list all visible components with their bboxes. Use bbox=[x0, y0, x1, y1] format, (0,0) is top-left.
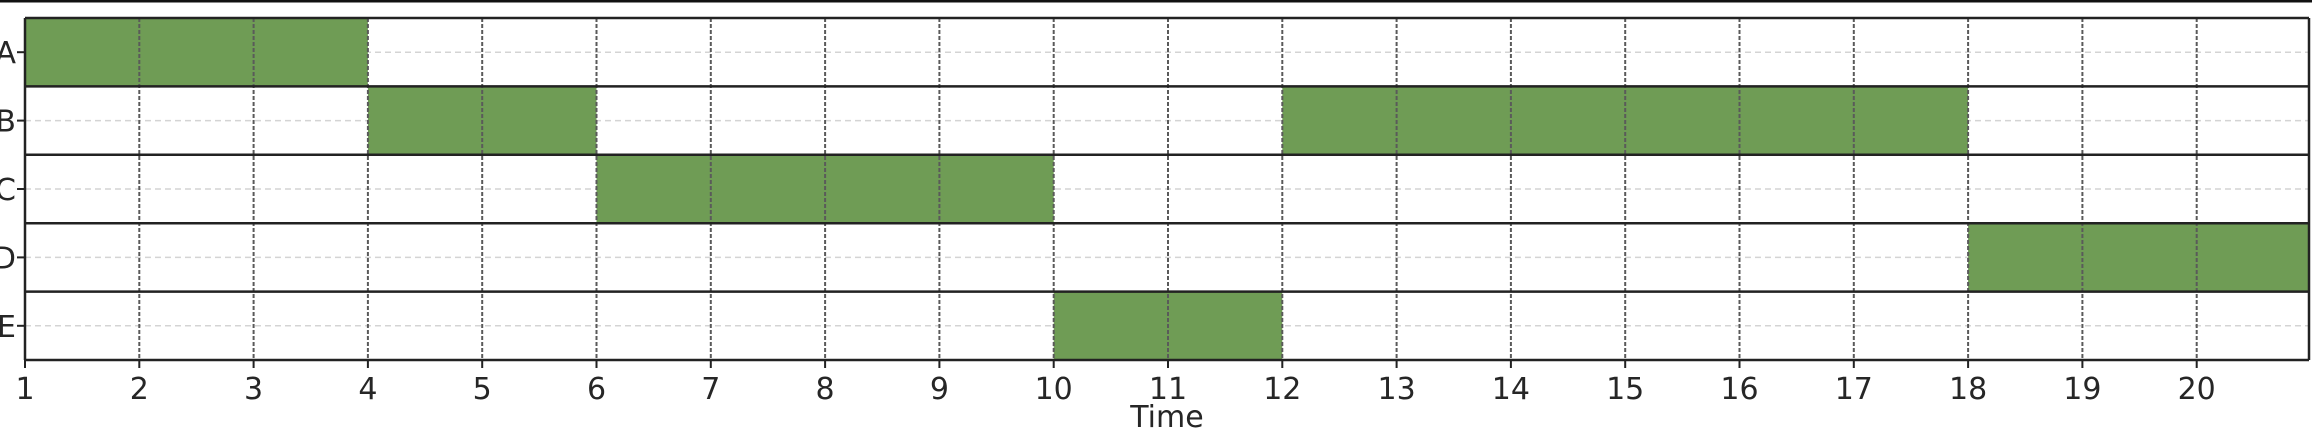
x-tick-label-17: 17 bbox=[1835, 372, 1873, 407]
x-tick-label-13: 13 bbox=[1378, 372, 1416, 407]
x-tick-label-8: 8 bbox=[816, 372, 835, 407]
x-tick-label-5: 5 bbox=[473, 372, 492, 407]
x-tick-label-4: 4 bbox=[358, 372, 377, 407]
x-tick-label-11: 11 bbox=[1149, 372, 1187, 407]
x-tick-labels: 1 2 3 4 5 6 7 8 9 10 11 12 13 14 15 16 17 18 19 20 bbox=[15, 360, 2216, 407]
x-tick-label-7: 7 bbox=[701, 372, 720, 407]
x-tick-label-18: 18 bbox=[1949, 372, 1987, 407]
x-tick-label-1: 1 bbox=[15, 372, 34, 407]
task-bar-a bbox=[25, 18, 368, 87]
y-tick-label-b: B bbox=[0, 105, 16, 140]
y-tick-label-a: A bbox=[0, 36, 16, 71]
x-tick-label-6: 6 bbox=[587, 372, 606, 407]
x-tick-label-3: 3 bbox=[244, 372, 263, 407]
x-tick-label-20: 20 bbox=[2178, 372, 2216, 407]
x-tick-label-16: 16 bbox=[1720, 372, 1758, 407]
x-tick-label-19: 19 bbox=[2063, 372, 2101, 407]
x-tick-label-9: 9 bbox=[930, 372, 949, 407]
x-tick-label-12: 12 bbox=[1263, 372, 1301, 407]
y-tick-label-e: E bbox=[0, 310, 16, 345]
x-tick-label-10: 10 bbox=[1035, 372, 1073, 407]
y-tick-label-c: C bbox=[0, 173, 16, 208]
y-tick-label-d: D bbox=[0, 241, 16, 276]
x-tick-label-2: 2 bbox=[130, 372, 149, 407]
x-axis-title: Time bbox=[1129, 400, 1203, 435]
x-tick-label-15: 15 bbox=[1606, 372, 1644, 407]
x-tick-label-14: 14 bbox=[1492, 372, 1530, 407]
task-bar-d bbox=[1968, 223, 2309, 292]
